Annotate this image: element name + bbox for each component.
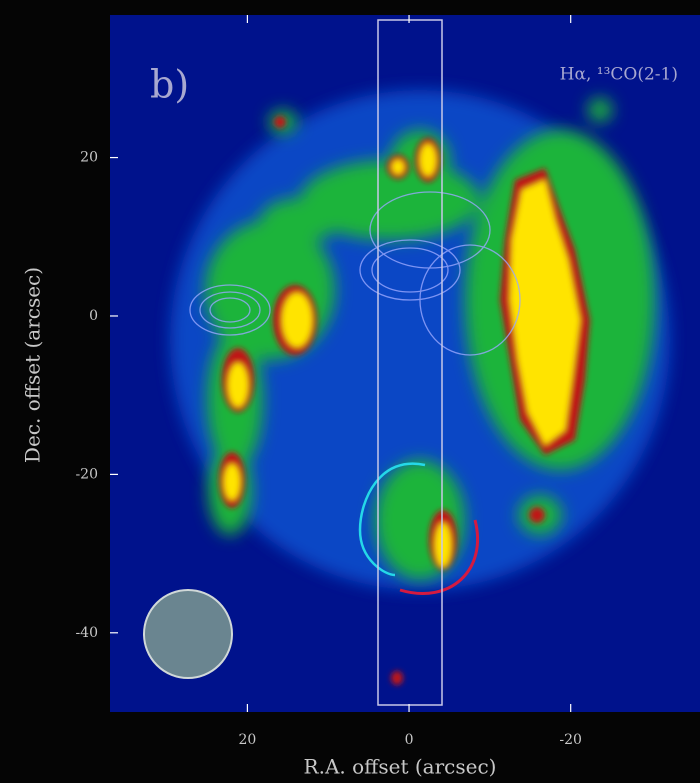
y-tick-label: 0 (89, 308, 98, 324)
chart: b) Hα, ¹³CO(2-1) R.A. offset (arcsec) De… (0, 0, 700, 783)
x-axis-label: R.A. offset (arcsec) (304, 755, 497, 779)
annotation: Hα, ¹³CO(2-1) (560, 65, 678, 85)
panel-label: b) (150, 63, 189, 107)
x-tick-label: -20 (559, 732, 582, 748)
y-axis-label: Dec. offset (arcsec) (21, 267, 45, 463)
y-tick-label: -40 (75, 625, 98, 641)
y-tick-label: 20 (80, 150, 98, 166)
sky-image: b) Hα, ¹³CO(2-1) (110, 15, 700, 712)
x-tick-label: 20 (238, 732, 256, 748)
x-tick-label: 0 (405, 732, 414, 748)
y-tick-label: -20 (75, 466, 98, 482)
